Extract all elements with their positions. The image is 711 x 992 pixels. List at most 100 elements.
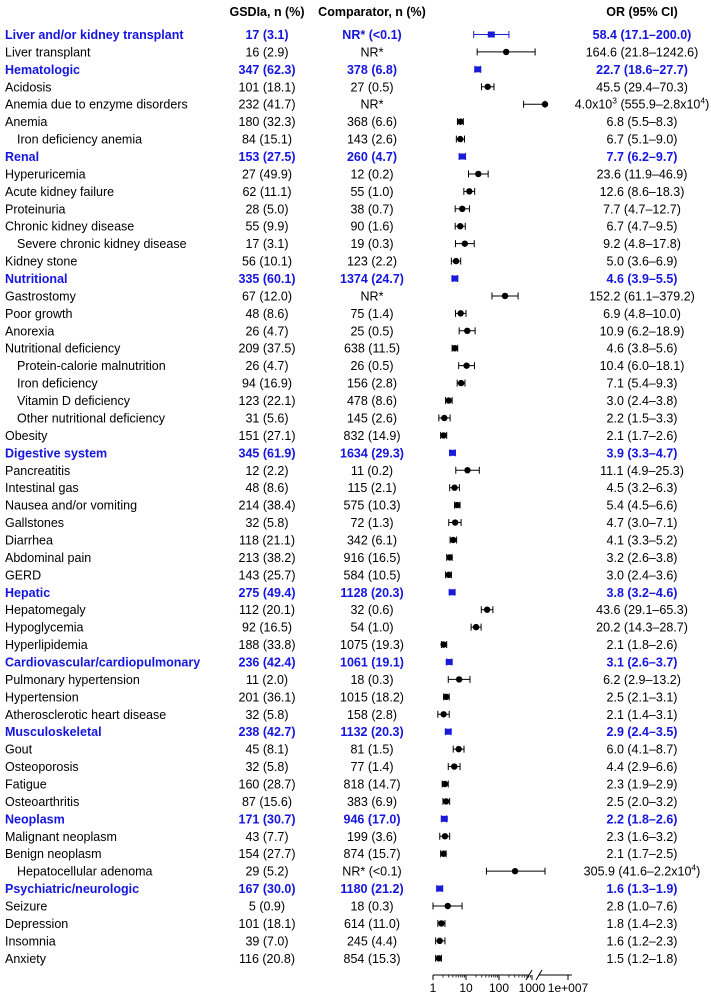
condition-label: Anorexia: [5, 324, 54, 338]
category-label: Hepatic: [5, 586, 50, 600]
or-point: [435, 955, 443, 962]
gsd-value: 123 (22.1): [239, 394, 296, 408]
table-row: Pulmonary hypertension 11 (2.0) 18 (0.3) 6.…: [5, 673, 681, 687]
or-point: [451, 519, 459, 526]
or-value: 3.1 (2.6–3.7): [607, 655, 678, 669]
condition-label: Anxiety: [5, 952, 47, 966]
comparator-value: 27 (0.5): [350, 80, 393, 94]
header-or: OR (95% CI): [606, 5, 678, 19]
or-value: 4.0x103 (555.9–2.8x104): [575, 96, 710, 112]
gsd-value: 39 (7.0): [245, 934, 288, 948]
or-value: 10.4 (6.0–18.1): [600, 359, 685, 373]
table-row: Hypertension 201 (36.1) 1015 (18.2) 2.5 (2.…: [5, 690, 677, 704]
or-point: [445, 397, 452, 404]
tick-label: 1e+007: [548, 981, 589, 992]
or-value: 3.9 (3.3–4.7): [607, 446, 678, 460]
condition-label: Diarrhea: [5, 533, 53, 547]
condition-label: Iron deficiency: [17, 377, 98, 391]
gsd-value: 101 (18.1): [239, 917, 296, 931]
tick-label: 1: [430, 981, 437, 992]
comparator-value: NR*: [361, 289, 384, 303]
condition-label: Obesity: [5, 429, 48, 443]
table-row: Benign neoplasm 154 (27.7) 874 (15.7) 2.1 (…: [5, 847, 677, 861]
condition-label: Vitamin D deficiency: [17, 394, 131, 408]
or-point: [459, 205, 466, 212]
gsd-value: 180 (32.3): [239, 115, 296, 129]
gsd-value: 94 (16.9): [242, 377, 292, 391]
comparator-value: 1015 (18.2): [340, 690, 404, 704]
condition-label: Chronic kidney disease: [5, 220, 134, 234]
comparator-value: 54 (1.0): [350, 621, 393, 635]
or-point: [464, 467, 471, 474]
or-point: [461, 240, 469, 247]
condition-label: Iron deficiency anemia: [17, 133, 142, 147]
x-axis: 1 10 100 1000 1e+007: [430, 969, 589, 992]
table-row: Nutritional deficiency 209 (37.5) 638 (11.…: [5, 342, 677, 356]
table-row: Proteinuria 28 (5.0) 38 (0.7) 7.7 (4.7–12.7…: [5, 202, 681, 216]
category-label: Hematologic: [5, 63, 80, 77]
gsd-value: 62 (11.1): [242, 185, 291, 199]
gsd-value: 43 (7.7): [245, 830, 288, 844]
or-point: [444, 902, 451, 910]
condition-label: Abdominal pain: [5, 551, 91, 565]
gsd-value: 92 (16.5): [242, 621, 292, 635]
comparator-value: 90 (1.6): [350, 220, 393, 234]
comparator-value: 32 (0.6): [350, 603, 393, 617]
or-point: [436, 937, 443, 945]
or-point: [464, 327, 471, 335]
comparator-value: 72 (1.3): [350, 516, 393, 530]
category-label: Musculoskeletal: [5, 725, 102, 739]
table-row: Atherosclerotic heart disease 32 (5.8) 158…: [5, 708, 677, 722]
table-row: Hematologic 347 (62.3) 378 (6.8) 22.7 (18.6…: [5, 63, 688, 77]
comparator-value: 18 (0.3): [350, 900, 393, 914]
table-row: Anemia due to enzyme disorders 232 (41.7)…: [5, 96, 709, 112]
or-point: [441, 833, 449, 840]
comparator-value: 614 (11.0): [344, 917, 400, 931]
condition-label: Osteoarthritis: [5, 795, 79, 809]
condition-label: Insomnia: [5, 934, 56, 948]
condition-label: Nutritional deficiency: [5, 342, 121, 356]
comparator-value: 874 (15.7): [344, 847, 401, 861]
table-row: Anemia 180 (32.3) 368 (6.6) 6.8 (5.5–8.3): [5, 115, 677, 129]
or-value: 2.1 (1.7–2.6): [607, 429, 678, 443]
or-point: [440, 432, 447, 439]
condition-label: Hyperuricemia: [5, 167, 86, 181]
gsd-value: 160 (28.7): [239, 777, 296, 791]
comparator-value: 478 (8.6): [347, 394, 397, 408]
comparator-value: 11 (0.2): [351, 464, 393, 478]
condition-label: Atherosclerotic heart disease: [5, 708, 166, 722]
or-value: 58.4 (17.1–200.0): [593, 28, 692, 42]
condition-label: Gallstones: [5, 516, 64, 530]
gsd-value: 56 (10.1): [242, 255, 292, 269]
table-row: Neoplasm 171 (30.7) 946 (17.0) 2.2 (1.8–2.6…: [5, 812, 677, 826]
or-point: [511, 867, 519, 875]
comparator-value: 818 (14.7): [344, 777, 401, 791]
condition-label: Gastrostomy: [5, 289, 77, 303]
condition-label: Severe chronic kidney disease: [17, 237, 187, 251]
condition-label: Osteoporosis: [5, 760, 79, 774]
condition-label: Hepatocellular adenoma: [17, 865, 153, 879]
table-row: Hyperlipidemia 188 (33.8) 1075 (19.3) 2.1 (…: [5, 638, 677, 652]
category-marker: [436, 885, 444, 892]
or-value: 3.0 (2.4–3.6): [607, 568, 678, 582]
gsd-value: 143 (25.7): [239, 568, 296, 582]
or-point: [445, 571, 452, 579]
category-marker: [474, 66, 482, 73]
or-value: 2.9 (2.4–3.5): [607, 725, 678, 739]
comparator-value: 378 (6.8): [347, 63, 397, 77]
gsd-value: 118 (21.1): [239, 533, 295, 547]
comparator-value: 123 (2.2): [347, 255, 397, 269]
gsd-value: 26 (4.7): [245, 324, 288, 338]
or-point: [438, 920, 445, 927]
comparator-value: NR* (<0.1): [342, 28, 401, 42]
table-row: Hypoglycemia 92 (16.5) 54 (1.0) 20.2 (14.3–…: [5, 621, 688, 635]
comparator-value: 383 (6.9): [347, 795, 397, 809]
comparator-value: 12 (0.2): [350, 167, 393, 181]
table-row: Poor growth 48 (8.6) 75 (1.4) 6.9 (4.8–10.0…: [5, 307, 681, 321]
gsd-value: 154 (27.7): [239, 847, 296, 861]
gsd-value: 116 (20.8): [239, 952, 295, 966]
gsd-value: 32 (5.8): [245, 760, 288, 774]
gsd-value: 84 (15.1): [242, 133, 292, 147]
gsd-value: 31 (5.6): [245, 411, 288, 425]
comparator-value: 1634 (29.3): [340, 446, 404, 460]
